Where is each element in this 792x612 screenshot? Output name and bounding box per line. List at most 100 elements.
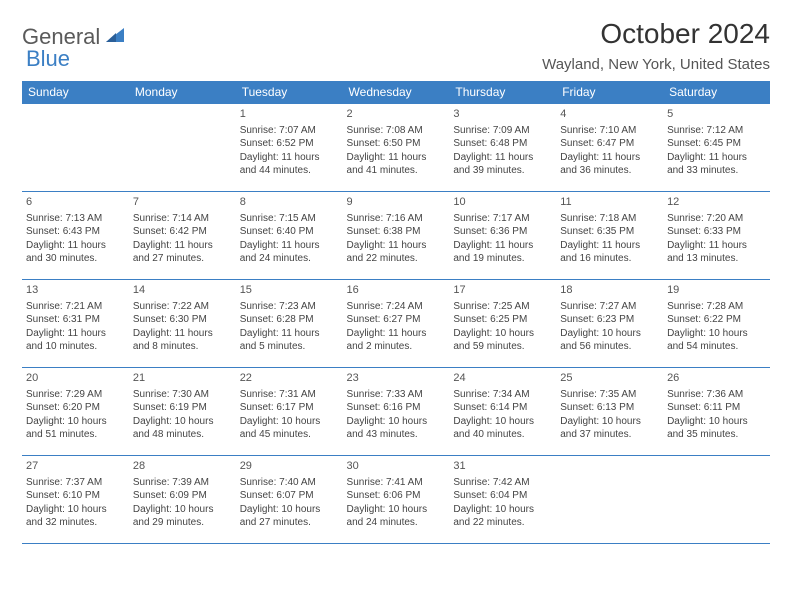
day-number: 12 xyxy=(667,195,766,210)
day-number: 25 xyxy=(560,371,659,386)
sunrise-line: Sunrise: 7:35 AM xyxy=(560,388,659,402)
day-header: Thursday xyxy=(449,81,556,104)
sunset-line: Sunset: 6:48 PM xyxy=(453,137,552,151)
daylight-line: Daylight: 10 hours and 56 minutes. xyxy=(560,327,659,354)
calendar-header-row: SundayMondayTuesdayWednesdayThursdayFrid… xyxy=(22,81,770,104)
sunrise-line: Sunrise: 7:13 AM xyxy=(26,212,125,226)
sunset-line: Sunset: 6:14 PM xyxy=(453,401,552,415)
day-number: 19 xyxy=(667,283,766,298)
day-number: 21 xyxy=(133,371,232,386)
sunset-line: Sunset: 6:16 PM xyxy=(347,401,446,415)
daylight-line: Daylight: 11 hours and 13 minutes. xyxy=(667,239,766,266)
daylight-line: Daylight: 11 hours and 30 minutes. xyxy=(26,239,125,266)
sunrise-line: Sunrise: 7:21 AM xyxy=(26,300,125,314)
sunrise-line: Sunrise: 7:29 AM xyxy=(26,388,125,402)
day-number: 26 xyxy=(667,371,766,386)
calendar-cell: 27Sunrise: 7:37 AMSunset: 6:10 PMDayligh… xyxy=(22,456,129,544)
day-number: 7 xyxy=(133,195,232,210)
day-header: Monday xyxy=(129,81,236,104)
sunrise-line: Sunrise: 7:15 AM xyxy=(240,212,339,226)
calendar-cell: 17Sunrise: 7:25 AMSunset: 6:25 PMDayligh… xyxy=(449,280,556,368)
sunrise-line: Sunrise: 7:14 AM xyxy=(133,212,232,226)
daylight-line: Daylight: 11 hours and 10 minutes. xyxy=(26,327,125,354)
daylight-line: Daylight: 11 hours and 36 minutes. xyxy=(560,151,659,178)
day-number: 17 xyxy=(453,283,552,298)
calendar-cell: 11Sunrise: 7:18 AMSunset: 6:35 PMDayligh… xyxy=(556,192,663,280)
calendar-row: 20Sunrise: 7:29 AMSunset: 6:20 PMDayligh… xyxy=(22,368,770,456)
sunrise-line: Sunrise: 7:30 AM xyxy=(133,388,232,402)
daylight-line: Daylight: 10 hours and 51 minutes. xyxy=(26,415,125,442)
day-number: 14 xyxy=(133,283,232,298)
daylight-line: Daylight: 10 hours and 32 minutes. xyxy=(26,503,125,530)
day-number: 31 xyxy=(453,459,552,474)
calendar-row: 13Sunrise: 7:21 AMSunset: 6:31 PMDayligh… xyxy=(22,280,770,368)
calendar-cell: 10Sunrise: 7:17 AMSunset: 6:36 PMDayligh… xyxy=(449,192,556,280)
day-number: 11 xyxy=(560,195,659,210)
day-header: Wednesday xyxy=(343,81,450,104)
calendar-row: 27Sunrise: 7:37 AMSunset: 6:10 PMDayligh… xyxy=(22,456,770,544)
logo-line2: Blue xyxy=(26,46,70,72)
sunrise-line: Sunrise: 7:42 AM xyxy=(453,476,552,490)
calendar-cell: 16Sunrise: 7:24 AMSunset: 6:27 PMDayligh… xyxy=(343,280,450,368)
sunset-line: Sunset: 6:35 PM xyxy=(560,225,659,239)
day-number: 28 xyxy=(133,459,232,474)
daylight-line: Daylight: 10 hours and 45 minutes. xyxy=(240,415,339,442)
daylight-line: Daylight: 11 hours and 2 minutes. xyxy=(347,327,446,354)
sunrise-line: Sunrise: 7:28 AM xyxy=(667,300,766,314)
sunrise-line: Sunrise: 7:24 AM xyxy=(347,300,446,314)
sunset-line: Sunset: 6:31 PM xyxy=(26,313,125,327)
calendar-cell xyxy=(663,456,770,544)
sunrise-line: Sunrise: 7:27 AM xyxy=(560,300,659,314)
calendar-row: 1Sunrise: 7:07 AMSunset: 6:52 PMDaylight… xyxy=(22,104,770,192)
calendar-cell xyxy=(22,104,129,192)
sunset-line: Sunset: 6:38 PM xyxy=(347,225,446,239)
daylight-line: Daylight: 10 hours and 40 minutes. xyxy=(453,415,552,442)
sunset-line: Sunset: 6:42 PM xyxy=(133,225,232,239)
calendar-cell: 29Sunrise: 7:40 AMSunset: 6:07 PMDayligh… xyxy=(236,456,343,544)
sunset-line: Sunset: 6:45 PM xyxy=(667,137,766,151)
calendar-cell: 20Sunrise: 7:29 AMSunset: 6:20 PMDayligh… xyxy=(22,368,129,456)
sunset-line: Sunset: 6:04 PM xyxy=(453,489,552,503)
daylight-line: Daylight: 11 hours and 44 minutes. xyxy=(240,151,339,178)
daylight-line: Daylight: 11 hours and 16 minutes. xyxy=(560,239,659,266)
daylight-line: Daylight: 11 hours and 39 minutes. xyxy=(453,151,552,178)
day-number: 1 xyxy=(240,107,339,122)
daylight-line: Daylight: 10 hours and 54 minutes. xyxy=(667,327,766,354)
day-number: 10 xyxy=(453,195,552,210)
daylight-line: Daylight: 10 hours and 24 minutes. xyxy=(347,503,446,530)
sunset-line: Sunset: 6:50 PM xyxy=(347,137,446,151)
sunset-line: Sunset: 6:52 PM xyxy=(240,137,339,151)
daylight-line: Daylight: 10 hours and 35 minutes. xyxy=(667,415,766,442)
sunset-line: Sunset: 6:23 PM xyxy=(560,313,659,327)
daylight-line: Daylight: 10 hours and 43 minutes. xyxy=(347,415,446,442)
sunrise-line: Sunrise: 7:22 AM xyxy=(133,300,232,314)
sunset-line: Sunset: 6:33 PM xyxy=(667,225,766,239)
daylight-line: Daylight: 11 hours and 24 minutes. xyxy=(240,239,339,266)
day-number: 20 xyxy=(26,371,125,386)
sunrise-line: Sunrise: 7:41 AM xyxy=(347,476,446,490)
calendar-cell: 5Sunrise: 7:12 AMSunset: 6:45 PMDaylight… xyxy=(663,104,770,192)
day-number: 29 xyxy=(240,459,339,474)
header: General October 2024 Wayland, New York, … xyxy=(22,18,770,73)
day-number: 22 xyxy=(240,371,339,386)
day-number: 3 xyxy=(453,107,552,122)
sunset-line: Sunset: 6:47 PM xyxy=(560,137,659,151)
sunset-line: Sunset: 6:10 PM xyxy=(26,489,125,503)
sunset-line: Sunset: 6:25 PM xyxy=(453,313,552,327)
sunrise-line: Sunrise: 7:39 AM xyxy=(133,476,232,490)
day-number: 30 xyxy=(347,459,446,474)
calendar-cell: 31Sunrise: 7:42 AMSunset: 6:04 PMDayligh… xyxy=(449,456,556,544)
daylight-line: Daylight: 11 hours and 41 minutes. xyxy=(347,151,446,178)
sunrise-line: Sunrise: 7:34 AM xyxy=(453,388,552,402)
daylight-line: Daylight: 11 hours and 19 minutes. xyxy=(453,239,552,266)
daylight-line: Daylight: 10 hours and 37 minutes. xyxy=(560,415,659,442)
sunrise-line: Sunrise: 7:31 AM xyxy=(240,388,339,402)
calendar-cell: 18Sunrise: 7:27 AMSunset: 6:23 PMDayligh… xyxy=(556,280,663,368)
calendar-cell: 4Sunrise: 7:10 AMSunset: 6:47 PMDaylight… xyxy=(556,104,663,192)
calendar-cell: 7Sunrise: 7:14 AMSunset: 6:42 PMDaylight… xyxy=(129,192,236,280)
daylight-line: Daylight: 10 hours and 48 minutes. xyxy=(133,415,232,442)
sunset-line: Sunset: 6:19 PM xyxy=(133,401,232,415)
title-block: October 2024 Wayland, New York, United S… xyxy=(542,18,770,73)
calendar-cell xyxy=(556,456,663,544)
day-number: 6 xyxy=(26,195,125,210)
